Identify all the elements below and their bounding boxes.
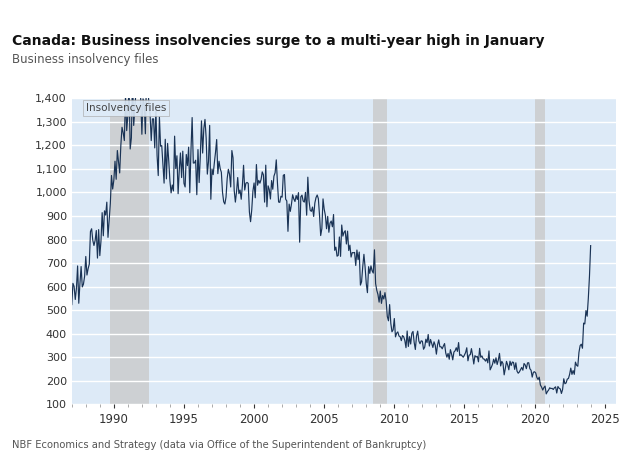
Bar	[110, 98, 149, 404]
Text: NBF Economics and Strategy (data via Office of the Superintendent of Bankruptcy): NBF Economics and Strategy (data via Off…	[12, 440, 427, 450]
Bar	[373, 98, 388, 404]
Text: Canada: Business insolvencies surge to a multi-year high in January: Canada: Business insolvencies surge to a…	[12, 34, 545, 48]
Text: Business insolvency files: Business insolvency files	[12, 53, 159, 66]
Text: Insolvency files: Insolvency files	[85, 103, 166, 113]
Bar	[535, 98, 545, 404]
